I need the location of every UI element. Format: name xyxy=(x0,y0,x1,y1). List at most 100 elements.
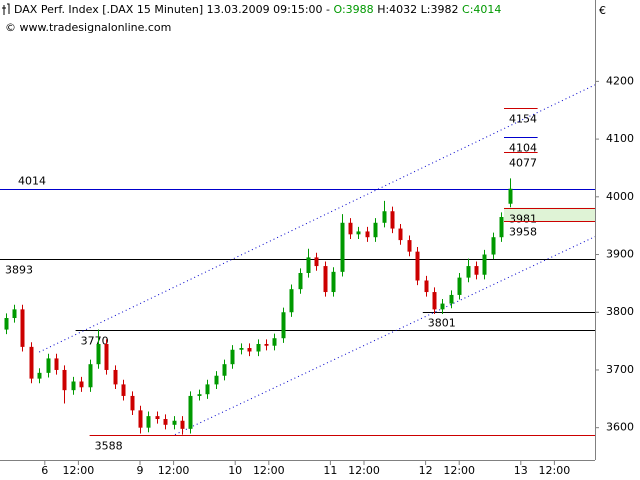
candle-body xyxy=(432,292,437,310)
candle-body xyxy=(373,222,378,238)
candle-body xyxy=(449,294,454,304)
candle-body xyxy=(46,358,51,373)
candle-body xyxy=(256,343,261,352)
candle-body xyxy=(88,364,93,388)
quote-low: L:3982 xyxy=(421,3,459,16)
candle-body xyxy=(172,420,177,425)
candle-body xyxy=(155,416,160,420)
level-label: 3770 xyxy=(81,335,109,348)
candle-body xyxy=(281,312,286,339)
x-tick-label: 6 xyxy=(41,464,48,477)
candle-body xyxy=(331,271,336,293)
candle-body xyxy=(272,338,277,346)
x-tick-label: 13 xyxy=(514,464,528,477)
candle-body xyxy=(79,381,84,388)
candle-body xyxy=(466,266,471,278)
candle-body xyxy=(96,343,101,365)
y-tick-label: 3600 xyxy=(606,421,634,434)
candle-body xyxy=(482,254,487,275)
level-label: 3893 xyxy=(5,264,33,277)
level-label: 4014 xyxy=(18,175,46,188)
currency-label: € xyxy=(599,4,606,17)
candle-body xyxy=(138,410,143,428)
candle-body xyxy=(415,251,420,281)
candle-body xyxy=(37,372,42,379)
x-tick-label: 10 xyxy=(228,464,242,477)
x-tick-label: 11 xyxy=(323,464,337,477)
candle-body xyxy=(121,384,126,396)
candle-body xyxy=(356,231,361,235)
x-tick-label: 12:00 xyxy=(253,464,285,477)
candle-body xyxy=(306,257,311,273)
candle-body xyxy=(12,309,17,319)
level-label: 4077 xyxy=(509,157,537,170)
candle-body xyxy=(62,369,67,391)
candle-body xyxy=(146,416,151,428)
quote-close: C:4014 xyxy=(462,3,501,16)
candle-body xyxy=(474,266,479,275)
level-label: 3958 xyxy=(509,226,537,239)
candle-body xyxy=(163,419,168,425)
candle-body xyxy=(4,318,9,330)
y-tick-label: 3900 xyxy=(606,248,634,261)
candle-body xyxy=(348,222,353,235)
candle-body xyxy=(104,343,109,370)
candle-body xyxy=(289,289,294,313)
level-label: 3588 xyxy=(95,440,123,453)
candle-body xyxy=(382,211,387,223)
candle-body xyxy=(264,343,269,346)
quote-high: H:4032 xyxy=(377,3,417,16)
level-label: 3981 xyxy=(509,213,537,226)
y-tick-label: 4000 xyxy=(606,190,634,203)
candle-body xyxy=(457,277,462,295)
chart-title: DAX Perf. Index [.DAX 15 Minuten] 13.03.… xyxy=(14,3,330,16)
trendline xyxy=(38,84,596,353)
level-label: 4104 xyxy=(509,142,537,155)
level-label: 4154 xyxy=(509,113,537,126)
candle-body xyxy=(340,222,345,272)
zone xyxy=(504,207,595,222)
candle-body xyxy=(71,381,76,391)
candle-body xyxy=(29,346,34,379)
y-tick-label: 4200 xyxy=(606,74,634,87)
candle-body xyxy=(323,266,328,293)
candle-body xyxy=(180,420,185,429)
candle-body xyxy=(398,228,403,241)
candle-body xyxy=(130,395,135,411)
header: DAX Perf. Index [.DAX 15 Minuten] 13.03.… xyxy=(14,3,501,16)
candle-body xyxy=(247,348,252,352)
candle-body xyxy=(424,280,429,293)
candle-body xyxy=(491,237,496,255)
candle-body xyxy=(314,257,319,267)
x-tick-label: 9 xyxy=(137,464,144,477)
x-tick-label: 12 xyxy=(419,464,433,477)
candle-body xyxy=(407,240,412,252)
x-tick-label: 12:00 xyxy=(348,464,380,477)
candle-body xyxy=(390,211,395,229)
candle-body xyxy=(239,348,244,350)
x-tick-label: 12:00 xyxy=(443,464,475,477)
candle-body xyxy=(298,272,303,290)
candle-body xyxy=(197,394,202,396)
candle-body xyxy=(113,369,118,385)
y-tick-label: 3800 xyxy=(606,305,634,318)
candle-body xyxy=(188,395,193,429)
symbol-icon xyxy=(2,3,10,15)
trendline xyxy=(174,236,596,436)
quote-open: O:3988 xyxy=(334,3,374,16)
candle-body xyxy=(365,231,370,238)
candle-body xyxy=(230,349,235,365)
candle-body xyxy=(499,217,504,238)
x-tick-label: 12:00 xyxy=(63,464,95,477)
x-tick-label: 12:00 xyxy=(158,464,190,477)
candle-body xyxy=(508,188,513,204)
candle-body xyxy=(440,303,445,310)
candle-body xyxy=(20,309,25,347)
level-label: 3801 xyxy=(428,317,456,330)
y-tick-label: 3700 xyxy=(606,363,634,376)
source: © www.tradesignalonline.com xyxy=(5,21,171,34)
candle-body xyxy=(205,384,210,395)
